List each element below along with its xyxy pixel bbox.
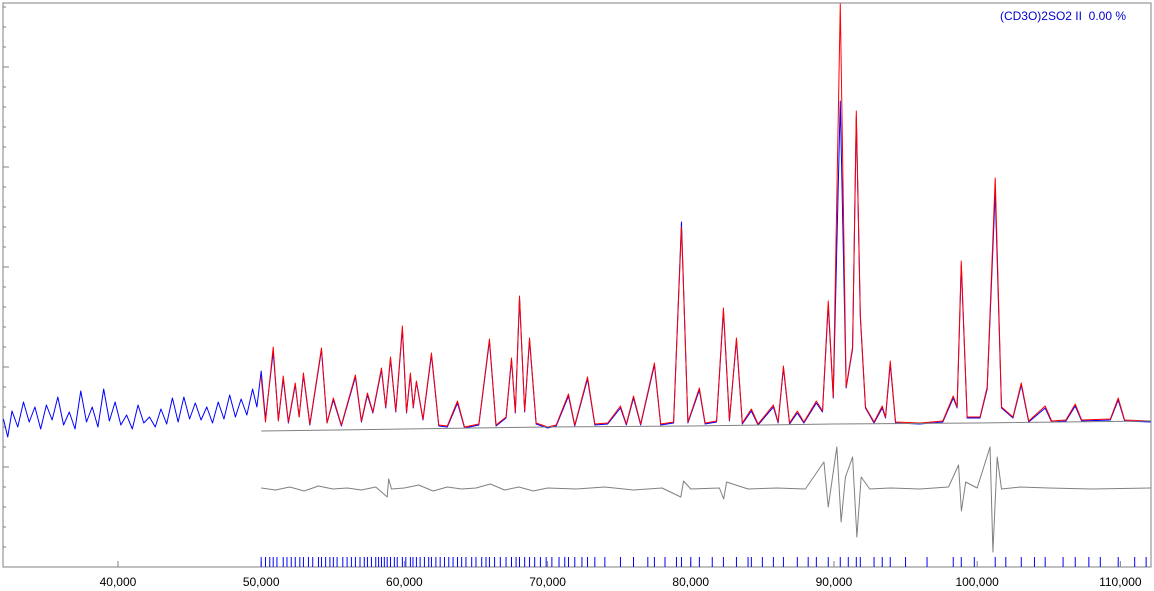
data-line <box>261 446 1151 553</box>
x-tick-label: 90,000 <box>816 575 853 589</box>
x-tick-label: 110,000 <box>1099 575 1142 589</box>
plot-area <box>2 2 1152 568</box>
data-line <box>261 420 1151 432</box>
data-line <box>260 3 1151 428</box>
legend-text: (CD3O)2SO2 II 0.00 % <box>1000 9 1126 23</box>
x-tick-label: 60,000 <box>386 575 423 589</box>
x-tick-label: 100,000 <box>955 575 999 589</box>
x-tick-label: 50,000 <box>243 575 280 589</box>
x-tick-label: 70,000 <box>529 575 566 589</box>
x-tick-label: 40,000 <box>100 575 137 589</box>
x-tick-label: 80,000 <box>672 575 709 589</box>
